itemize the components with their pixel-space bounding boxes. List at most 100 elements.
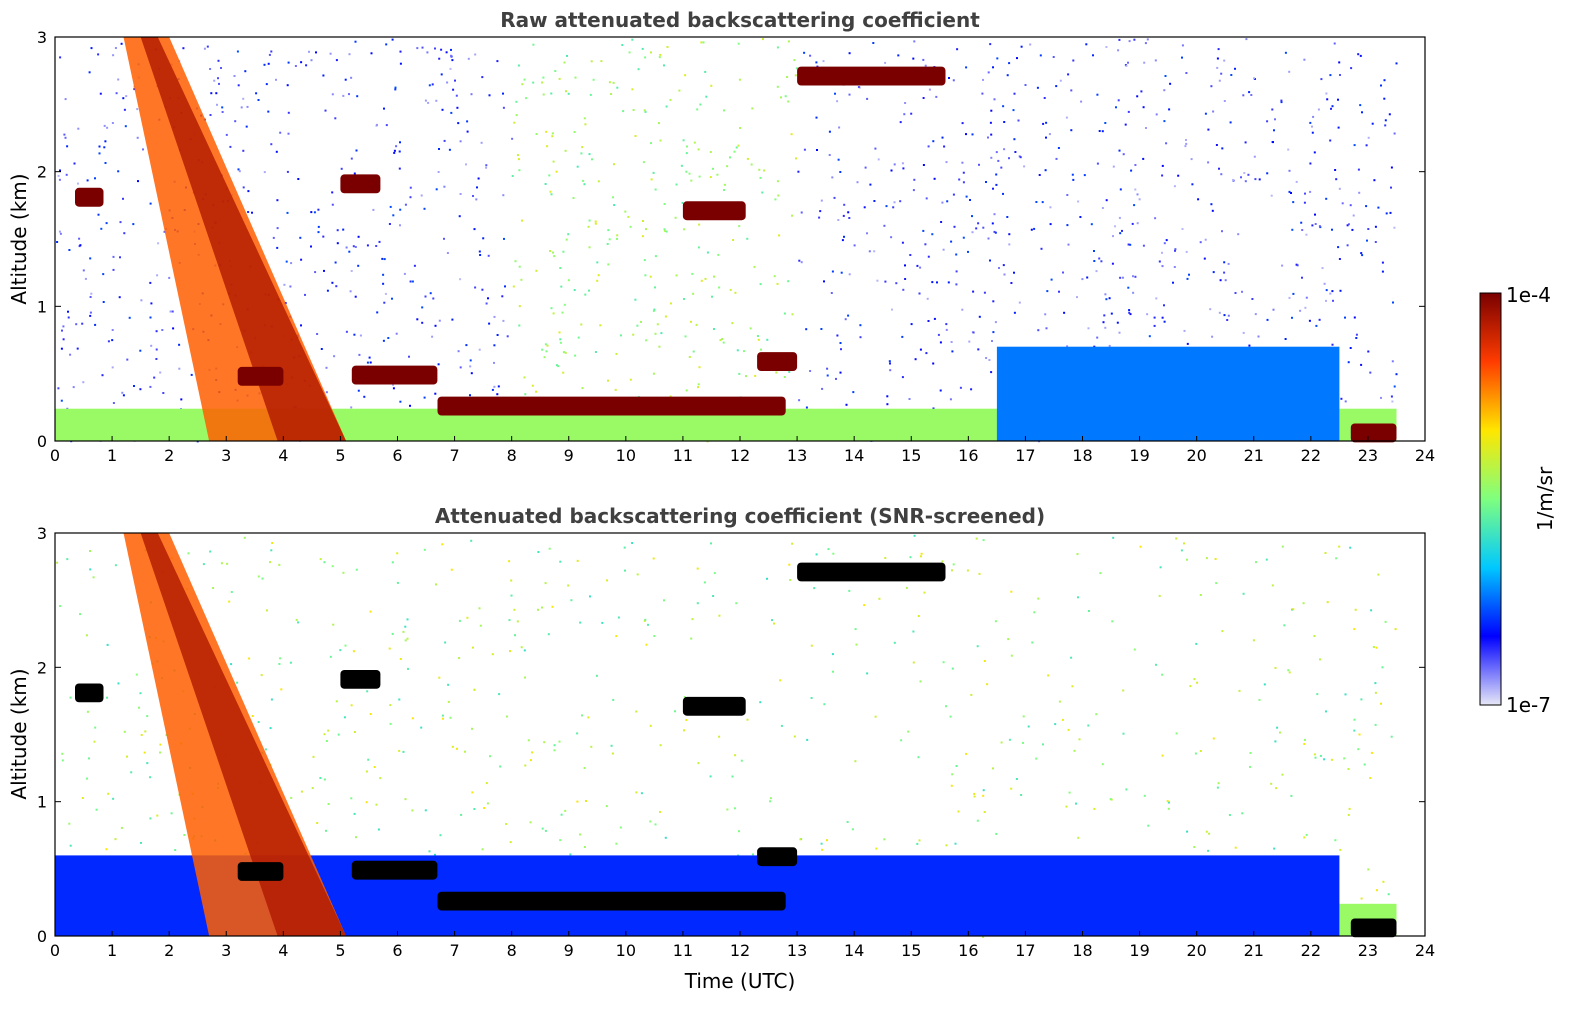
noise-pixel <box>722 341 725 344</box>
noise-pixel <box>1217 48 1220 51</box>
noise-pixel <box>1134 275 1137 278</box>
noise-pixel <box>823 703 826 706</box>
noise-pixel <box>908 398 911 400</box>
noise-pixel <box>270 50 273 53</box>
noise-pixel <box>697 386 700 389</box>
noise-pixel <box>1194 752 1197 755</box>
noise-pixel <box>1312 115 1315 118</box>
noise-pixel <box>952 563 955 566</box>
noise-pixel <box>435 99 438 102</box>
noise-pixel <box>663 599 665 602</box>
noise-pixel <box>991 222 994 225</box>
noise-pixel <box>373 766 376 768</box>
noise-pixel <box>1127 286 1130 289</box>
noise-pixel <box>933 177 936 180</box>
noise-pixel <box>1394 628 1397 631</box>
noise-pixel <box>551 605 554 608</box>
x-tick-label: 22 <box>1301 446 1321 465</box>
noise-pixel <box>383 258 386 261</box>
noise-pixel <box>404 798 407 801</box>
noise-pixel <box>624 569 626 572</box>
noise-pixel <box>771 619 773 622</box>
noise-pixel <box>1040 247 1043 250</box>
noise-pixel <box>290 796 293 799</box>
noise-pixel <box>1085 43 1088 46</box>
noise-pixel <box>990 109 993 112</box>
noise-pixel <box>82 381 85 384</box>
noise-pixel <box>644 274 647 277</box>
noise-pixel <box>566 54 568 57</box>
noise-pixel <box>654 188 657 191</box>
noise-pixel <box>1393 385 1396 388</box>
noise-pixel <box>336 229 339 232</box>
noise-pixel <box>564 809 567 812</box>
noise-pixel <box>955 283 958 286</box>
noise-pixel <box>136 108 139 111</box>
noise-pixel <box>883 224 886 227</box>
noise-pixel <box>112 268 115 271</box>
noise-pixel <box>1292 608 1295 611</box>
noise-pixel <box>286 211 289 214</box>
noise-pixel <box>873 250 876 253</box>
noise-pixel <box>659 139 662 142</box>
noise-pixel <box>406 637 409 640</box>
noise-pixel <box>971 133 974 136</box>
noise-pixel <box>969 199 971 201</box>
noise-pixel <box>1317 108 1320 111</box>
noise-pixel <box>1254 313 1257 316</box>
noise-pixel <box>246 105 249 108</box>
noise-pixel <box>992 767 994 770</box>
noise-pixel <box>1339 74 1341 76</box>
noise-pixel <box>636 573 639 576</box>
feature-cloud-1.9km <box>340 670 381 689</box>
noise-pixel <box>884 61 887 64</box>
noise-pixel <box>1367 228 1370 230</box>
noise-pixel <box>939 341 942 344</box>
noise-pixel <box>505 715 508 718</box>
noise-pixel <box>300 258 303 261</box>
noise-pixel <box>946 200 949 203</box>
noise-pixel <box>331 191 334 194</box>
feature-cloud-1.7km <box>682 201 746 221</box>
noise-pixel <box>499 765 502 768</box>
noise-pixel <box>1142 106 1145 109</box>
noise-pixel <box>1382 880 1385 883</box>
noise-pixel <box>172 327 175 330</box>
noise-pixel <box>263 63 266 66</box>
noise-pixel <box>143 751 146 754</box>
noise-pixel <box>1100 260 1103 263</box>
noise-pixel <box>1227 262 1230 265</box>
noise-pixel <box>941 136 944 139</box>
noise-pixel <box>68 822 71 825</box>
noise-pixel <box>888 360 891 363</box>
noise-pixel <box>905 586 908 589</box>
noise-pixel <box>583 767 586 769</box>
noise-pixel <box>340 167 343 170</box>
noise-pixel <box>544 829 547 832</box>
noise-pixel <box>859 324 862 327</box>
noise-pixel <box>904 102 907 104</box>
noise-pixel <box>842 214 845 217</box>
noise-pixel <box>1058 700 1061 703</box>
noise-pixel <box>268 53 271 56</box>
noise-pixel <box>94 177 96 180</box>
noise-pixel <box>1291 608 1294 611</box>
noise-pixel <box>1195 642 1198 645</box>
noise-pixel <box>936 281 938 284</box>
noise-pixel <box>606 579 608 582</box>
noise-pixel <box>1154 217 1157 220</box>
noise-pixel <box>220 562 223 565</box>
noise-pixel <box>59 169 61 172</box>
noise-pixel <box>310 245 312 248</box>
noise-pixel <box>1033 611 1036 614</box>
x-tick-label: 6 <box>392 941 402 960</box>
noise-pixel <box>1361 111 1363 114</box>
noise-pixel <box>1276 726 1279 729</box>
noise-pixel <box>698 366 701 369</box>
noise-pixel <box>1203 257 1206 260</box>
noise-pixel <box>459 278 462 281</box>
noise-pixel <box>1055 85 1058 88</box>
noise-pixel <box>1164 75 1167 77</box>
noise-pixel <box>378 240 381 243</box>
noise-pixel <box>607 379 609 382</box>
